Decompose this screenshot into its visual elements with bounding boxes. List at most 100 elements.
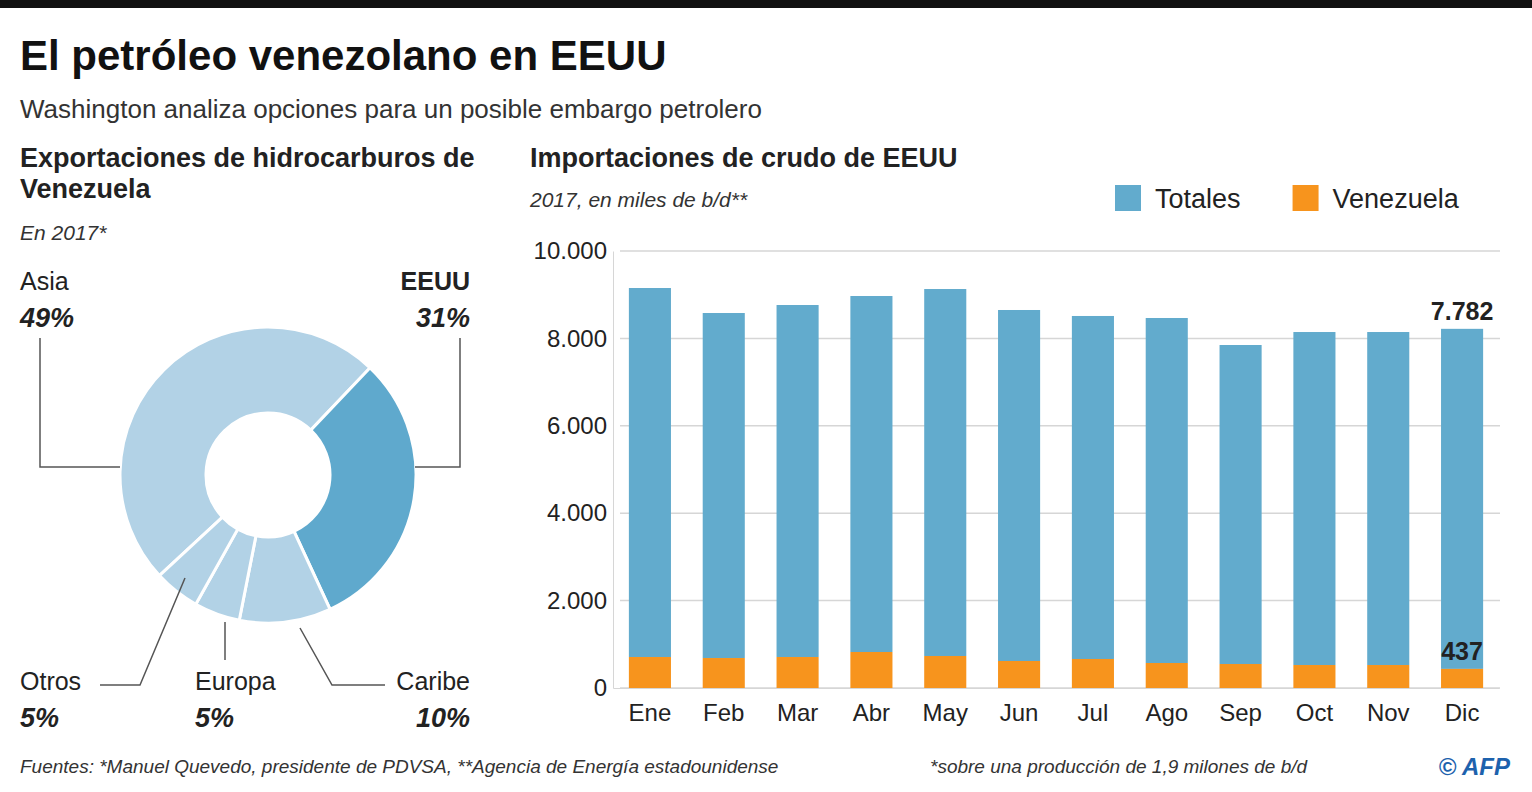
chart-title: Importaciones de crudo de EEUU (530, 143, 958, 173)
tick: Jun (1000, 688, 1039, 726)
bar (1441, 329, 1483, 669)
tick: 2.000 (547, 587, 613, 614)
tick: 6.000 (547, 412, 613, 439)
tick-label: Ago (1145, 699, 1188, 726)
bar (1293, 665, 1335, 688)
grid (620, 251, 1500, 688)
bar (924, 656, 966, 688)
legend-label: Venezuela (1333, 184, 1460, 214)
bar (777, 657, 819, 688)
bar (1220, 345, 1262, 664)
data-label: 5% (20, 703, 59, 733)
tick: Mar (777, 688, 818, 726)
bar (629, 288, 671, 657)
tick-label: 8.000 (547, 325, 607, 352)
tick: Ene (629, 688, 672, 726)
slice-label: Caribe (396, 667, 470, 695)
tick: 8.000 (547, 325, 613, 352)
tick-label: Jun (1000, 699, 1039, 726)
tick-label: 0 (594, 674, 607, 701)
tick: 10.000 (534, 237, 613, 264)
tick-label: Oct (1296, 699, 1334, 726)
x-axis: Ene Feb Mar Abr May Jun Jul Ago Sep Oct Nov Dic (614, 688, 1500, 726)
note: *sobre una producción de 1,9 milones de … (930, 756, 1309, 777)
tick: Nov (1367, 688, 1410, 726)
tick: Ago (1145, 688, 1188, 726)
slice-label: EEUU (401, 267, 470, 295)
leader-line (100, 578, 185, 685)
tick-label: Abr (853, 699, 890, 726)
tick-label: May (923, 699, 968, 726)
tick-label: 6.000 (547, 412, 607, 439)
tick-label: Jul (1078, 699, 1109, 726)
bar (1146, 663, 1188, 688)
data-label: 49% (19, 303, 74, 333)
tick-label: Dic (1445, 699, 1480, 726)
tick: Sep (1219, 688, 1262, 726)
bar (1220, 664, 1262, 688)
bar (629, 657, 671, 688)
legend-label: Totales (1155, 184, 1241, 214)
data-labels: 7.782 437 (1431, 297, 1494, 665)
chart-subtitle: 2017, en miles de b/d** (529, 188, 748, 211)
tick: Jul (1078, 688, 1109, 726)
data-label: 7.782 (1431, 297, 1494, 325)
bar (1441, 669, 1483, 688)
bar-chart: Importaciones de crudo de EEUU 2017, en m… (529, 143, 1500, 726)
top-rule (0, 0, 1532, 8)
bar (924, 289, 966, 656)
chart-subtitle: En 2017* (20, 221, 107, 244)
bars (629, 288, 1483, 688)
bar (703, 313, 745, 658)
tick: Oct (1296, 688, 1334, 726)
leader-line (224, 622, 226, 660)
tick-label: 2.000 (547, 587, 607, 614)
tick-label: 4.000 (547, 499, 607, 526)
slice-label: Europa (195, 667, 276, 695)
bar (777, 305, 819, 657)
tick: 4.000 (547, 499, 613, 526)
axis-line (613, 252, 614, 689)
tick-label: Nov (1367, 699, 1410, 726)
tick: Feb (703, 688, 744, 726)
bar (998, 310, 1040, 661)
data-label: 31% (416, 303, 470, 333)
bar (1072, 659, 1114, 688)
data-label: 10% (416, 703, 470, 733)
slices (120, 327, 416, 623)
bar (850, 296, 892, 652)
slice (159, 517, 237, 604)
tick: 0 (594, 674, 613, 701)
bar (998, 661, 1040, 688)
y-axis: 0 2.000 4.000 6.000 8.000 10.000 (534, 237, 614, 701)
tick-label: 10.000 (534, 237, 607, 264)
data-label: 437 (1441, 637, 1483, 665)
tick: May (923, 688, 968, 726)
source: Fuentes: *Manuel Quevedo, presidente de … (20, 756, 778, 777)
bar (850, 652, 892, 688)
bar (1367, 665, 1409, 688)
grid-line (620, 250, 1500, 252)
slice-label: Otros (20, 667, 81, 695)
legend: Totales Venezuela (1115, 184, 1460, 214)
bar (1367, 332, 1409, 665)
chart-title: Exportaciones de hidrocarburos deVenezue… (20, 143, 475, 204)
leader-line (40, 338, 120, 467)
data-label: 5% (195, 703, 234, 733)
legend-swatch (1293, 185, 1319, 211)
tick: Abr (853, 688, 890, 726)
title: El petróleo venezolano en EEUU (20, 32, 666, 79)
tick-label: Sep (1219, 699, 1262, 726)
tick-label: Ene (629, 699, 672, 726)
infographic: El petróleo venezolano en EEUUWashington… (0, 0, 1532, 792)
credit: © AFP (1439, 753, 1511, 780)
bar (703, 658, 745, 688)
slice-label: Asia (20, 267, 69, 295)
bar (1293, 332, 1335, 665)
donut-chart: Exportaciones de hidrocarburos deVenezue… (19, 143, 475, 733)
tick-label: Mar (777, 699, 818, 726)
leader-line (415, 338, 460, 467)
legend-swatch (1115, 185, 1141, 211)
leader-line (300, 628, 385, 685)
axis-line (614, 688, 1500, 689)
